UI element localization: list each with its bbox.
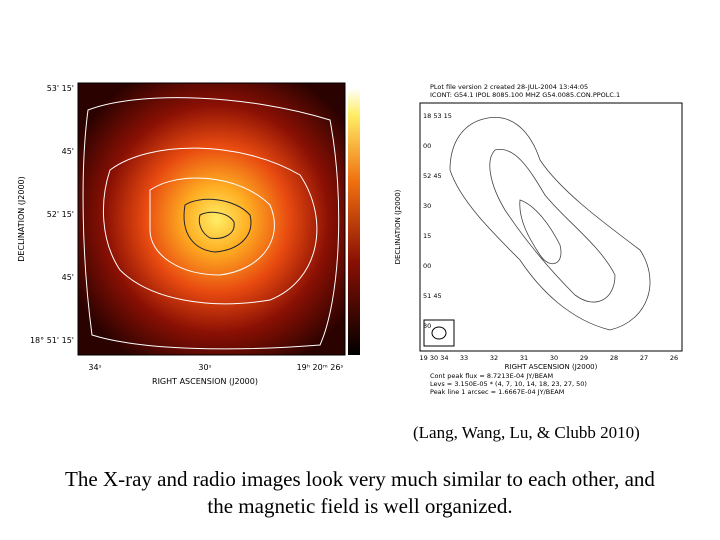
right-x-tick-label: 33 xyxy=(460,354,468,362)
right-x-tick-label: 19 30 34 xyxy=(420,354,449,362)
left-y-tick-label: 53' 15' xyxy=(47,84,74,93)
left-y-tick-label: 18° 51' 15' xyxy=(30,336,74,345)
left-x-tick-label: 19ʰ 20ᵐ 26ˢ xyxy=(297,363,344,372)
right-x-tick-label: 27 xyxy=(640,354,648,362)
left-x-tick-label: 34ˢ xyxy=(88,363,101,372)
right-footer-line: Peak line 1 arcsec = 1.6667E-04 JY/BEAM xyxy=(430,388,564,396)
left-y-tick-label: 45' xyxy=(62,273,74,282)
right-y-tick-label: 18 53 15 xyxy=(423,112,452,120)
right-y-tick-label: 00 xyxy=(423,262,431,270)
left-y-tick-label: 52' 15' xyxy=(47,210,74,219)
right-y-tick-label: 00 xyxy=(423,142,431,150)
caption-line: The X-ray and radio images look very muc… xyxy=(65,467,655,491)
right-x-tick-label: 32 xyxy=(490,354,498,362)
citation: (Lang, Wang, Lu, & Clubb 2010) xyxy=(413,423,640,442)
right-header-line: ICONT: G54.1 IPOL 8085.100 MHZ G54.0085.… xyxy=(430,91,620,99)
left-x-tick-label: 30ˢ xyxy=(198,363,211,372)
left-y-axis-label: DECLINATION (J2000) xyxy=(17,176,26,261)
right-x-tick-label: 31 xyxy=(520,354,528,362)
left-y-tick-label: 45' xyxy=(62,147,74,156)
right-x-tick-label: 30 xyxy=(550,354,558,362)
right-footer-line: Levs = 3.150E-05 * (4, 7, 10, 14, 18, 23… xyxy=(430,380,587,388)
right-header-line: PLot file version 2 created 28-JUL-2004 … xyxy=(430,83,588,91)
radio-image xyxy=(419,102,683,352)
right-x-tick-label: 28 xyxy=(610,354,618,362)
right-y-tick-label: 51 45 xyxy=(423,292,442,300)
right-y-tick-label: 30 xyxy=(423,202,431,210)
xray-image xyxy=(77,82,360,356)
left-x-axis-label: RIGHT ASCENSION (J2000) xyxy=(152,377,258,386)
right-x-axis-label: RIGHT ASCENSION (J2000) xyxy=(505,363,598,371)
right-x-tick-label: 29 xyxy=(580,354,588,362)
right-y-tick-label: 30 xyxy=(423,322,431,330)
right-y-tick-label: 52 45 xyxy=(423,172,442,180)
caption-line: the magnetic field is well organized. xyxy=(207,494,512,518)
right-x-tick-label: 26 xyxy=(670,354,678,362)
right-y-axis-label: DECLINATION (J2000) xyxy=(394,189,402,264)
right-footer-line: Cont peak flux = 8.7213E-04 JY/BEAM xyxy=(430,372,553,380)
right-y-tick-label: 15 xyxy=(423,232,431,240)
